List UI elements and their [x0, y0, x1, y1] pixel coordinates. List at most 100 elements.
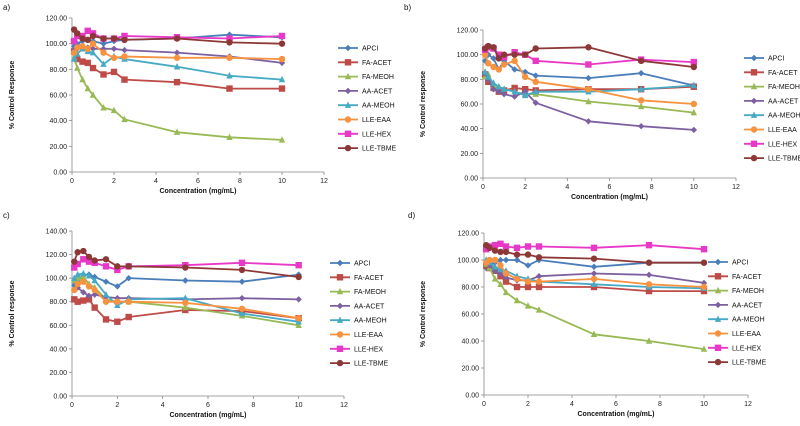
series-lle-hex-point — [70, 37, 78, 45]
series-lle-eaa-point — [71, 286, 78, 294]
series-aa-acet-point — [173, 49, 181, 56]
legend-item: APCI — [744, 54, 784, 63]
legend-item: APCI — [708, 258, 748, 267]
series-apci-point — [182, 277, 189, 284]
series-lle-tbme-point — [524, 251, 532, 258]
legend-swatch-point — [750, 126, 758, 133]
series-apci-point — [70, 43, 78, 50]
series-fa-meoh-point — [491, 275, 499, 282]
x-tick-label: 6 — [196, 178, 200, 185]
series-apci-point — [524, 262, 532, 269]
series-lle-tbme-point — [690, 63, 698, 71]
series-lle-hex-point — [585, 61, 592, 68]
series-aa-meoh-point — [80, 269, 87, 277]
series-lle-tbme-point — [182, 264, 189, 271]
panel-label: c) — [3, 211, 10, 220]
series-aa-meoh-point — [70, 55, 78, 62]
series-fa-meoh-point — [121, 115, 128, 123]
legend-swatch-point — [336, 302, 344, 310]
legend-swatch-point — [336, 259, 344, 267]
series-fa-meoh-point — [637, 102, 645, 110]
legend-item: FA-ACET — [708, 273, 762, 281]
series-lle-hex — [483, 240, 708, 253]
series-fa-meoh-point — [100, 104, 107, 111]
series-aa-acet-point — [637, 123, 645, 130]
series-fa-acet-point — [84, 59, 91, 67]
legend-swatch-point — [336, 359, 344, 367]
series-lle-tbme-point — [173, 35, 181, 42]
series-fa-meoh-point — [173, 128, 181, 135]
series-lle-tbme-point — [590, 255, 598, 262]
series-aa-meoh-point — [497, 265, 504, 273]
series-lle-eaa-point — [486, 256, 493, 264]
y-tick-label: 120.00 — [458, 231, 480, 238]
x-tick-label: 12 — [744, 401, 752, 408]
panel-c: c) 0.00 20.00 40.00 60.00 80.00 100.00 120.00 14… — [3, 211, 389, 419]
y-tick-label: 40.00 — [49, 118, 67, 125]
legend-swatch-point — [714, 286, 722, 294]
legend-item: LLE-EAA — [330, 331, 383, 339]
y-tick-label: 100.00 — [46, 276, 68, 283]
legend-label: FA-ACET — [362, 60, 392, 67]
series-aa-meoh-point — [500, 85, 508, 92]
y-tick-label: 0.00 — [53, 170, 67, 177]
legend-label: APCI — [362, 46, 378, 53]
legend-label: LLE-EAA — [354, 332, 383, 339]
series-lle-eaa-point — [89, 40, 97, 47]
series-apci-point — [100, 40, 107, 47]
series-fa-meoh-point — [80, 273, 87, 280]
series-fa-acet-point — [89, 64, 97, 72]
y-tick-label: 100.00 — [46, 41, 68, 48]
series-fa-meoh-point — [182, 303, 189, 311]
series-fa-acet-point — [79, 58, 86, 65]
legend-swatch-point — [714, 301, 722, 309]
legend-label: AA-MEOH — [732, 317, 765, 324]
series-lle-tbme-point — [102, 256, 110, 263]
panel-label: a) — [3, 3, 10, 12]
series-lle-eaa-point — [491, 256, 499, 264]
series-lle-tbme-point — [700, 259, 708, 266]
legend-swatch-point — [750, 154, 758, 162]
x-axis-label: Concentration (mg/mL) — [170, 412, 247, 419]
series-lle-tbme-point — [490, 44, 497, 51]
legend-swatch-point — [344, 87, 352, 95]
legend-label: LLE-EAA — [768, 127, 797, 134]
series-aa-meoh-point — [91, 276, 98, 284]
series-lle-hex-point — [74, 260, 81, 268]
series-lle-eaa-point — [182, 299, 189, 307]
series-lle-hex-point — [513, 244, 521, 252]
series-aa-meoh-point — [590, 280, 598, 287]
series-lle-hex-point — [84, 27, 91, 35]
y-tick-label: 100.00 — [458, 258, 480, 265]
series-lle-eaa-point — [490, 63, 497, 71]
x-tick-label: 4 — [565, 184, 569, 191]
legend-item: AA-MEOH — [708, 315, 765, 324]
series-lle-hex-point — [535, 243, 543, 250]
series-lle-eaa-point — [278, 55, 286, 63]
series-lle-eaa-point — [485, 60, 492, 67]
legend-label: AA-ACET — [732, 302, 763, 309]
series-fa-acet-point — [173, 78, 181, 86]
y-axis-label: % Control response — [420, 281, 427, 347]
series-aa-meoh-point — [511, 87, 518, 95]
series-lle-tbme-point — [491, 247, 499, 254]
legend-swatch-point — [344, 130, 352, 137]
series-aa-meoh-point — [100, 60, 107, 67]
series-lle-tbme-point — [278, 40, 286, 47]
series-apci-point — [521, 68, 529, 76]
series-lle-tbme-point — [513, 251, 521, 258]
legend-swatch-point — [336, 345, 344, 352]
series-aa-meoh-point — [89, 48, 97, 56]
series-lle-eaa-point — [690, 100, 698, 108]
series-lle-tbme-point — [85, 253, 93, 261]
series-fa-acet-point — [74, 298, 81, 305]
legend-label: APCI — [354, 261, 370, 268]
series-apci-point — [585, 74, 592, 82]
legend-swatch-point — [750, 69, 758, 76]
series-fa-meoh-point — [690, 108, 698, 116]
series-lle-tbme-point — [74, 30, 81, 37]
legend-item: LLE-HEX — [708, 344, 762, 352]
series-fa-acet-point — [125, 313, 132, 321]
series-aa-meoh-point — [481, 68, 489, 75]
